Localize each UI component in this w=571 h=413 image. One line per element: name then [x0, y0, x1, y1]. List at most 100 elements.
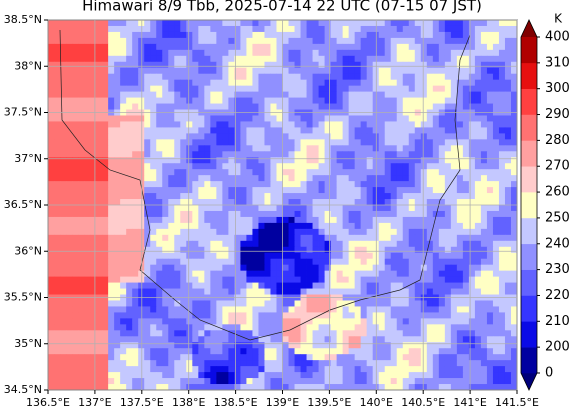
map-cell: [174, 151, 181, 158]
map-cell: [408, 73, 416, 81]
map-cell: [324, 306, 331, 313]
map-cell: [438, 37, 446, 45]
map-cell: [294, 187, 301, 194]
map-cell: [504, 222, 512, 230]
map-cell: [90, 193, 97, 200]
map-cell: [312, 348, 319, 355]
map-cell: [492, 384, 500, 391]
map-cell: [318, 240, 325, 248]
map-cell: [450, 55, 458, 63]
map-cell: [108, 234, 115, 242]
map-cell: [438, 145, 446, 152]
map-cell: [270, 151, 277, 158]
map-cell: [420, 264, 428, 272]
map-cell: [432, 103, 440, 110]
map-cell: [360, 366, 368, 373]
map-cell: [132, 378, 139, 385]
map-cell: [348, 163, 356, 170]
map-cell: [192, 372, 199, 379]
map-cell: [360, 246, 368, 254]
map-cell: [270, 270, 277, 278]
map-cell: [168, 216, 175, 224]
map-cell: [96, 348, 103, 355]
map-cell: [234, 67, 241, 75]
map-cell: [306, 103, 313, 110]
map-cell: [246, 145, 253, 152]
map-cell: [462, 240, 470, 248]
map-cell: [102, 342, 109, 349]
map-cell: [354, 270, 362, 278]
map-cell: [60, 336, 67, 343]
map-cell: [402, 216, 410, 224]
map-cell: [414, 163, 422, 170]
map-cell: [426, 354, 434, 361]
map-cell: [138, 157, 145, 164]
map-cell: [360, 252, 368, 260]
map-cell: [372, 25, 380, 33]
map-cell: [468, 73, 476, 81]
map-cell: [312, 91, 319, 98]
map-cell: [498, 336, 506, 343]
colorbar-segment: [521, 166, 537, 193]
map-cell: [462, 318, 470, 325]
map-cell: [264, 31, 271, 39]
map-cell: [366, 127, 374, 134]
map-cell: [306, 169, 313, 176]
map-cell: [444, 145, 452, 152]
map-cell: [492, 264, 500, 272]
map-cell: [54, 73, 61, 81]
map-cell: [354, 360, 362, 367]
map-cell: [462, 330, 470, 337]
map-cell: [492, 312, 500, 319]
map-cell: [318, 85, 325, 93]
map-cell: [306, 222, 313, 230]
map-cell: [348, 85, 356, 93]
map-cell: [204, 318, 211, 325]
map-cell: [336, 366, 344, 373]
map-cell: [492, 127, 500, 134]
map-cell: [114, 372, 121, 379]
map-cell: [258, 330, 265, 337]
map-cell: [456, 264, 464, 272]
map-cell: [156, 181, 163, 188]
map-cell: [312, 330, 319, 337]
map-cell: [384, 169, 392, 176]
map-cell: [144, 61, 151, 69]
map-cell: [270, 61, 277, 69]
map-cell: [72, 43, 79, 51]
map-cell: [246, 330, 253, 337]
map-cell: [426, 366, 434, 373]
map-cell: [450, 61, 458, 69]
map-cell: [168, 20, 175, 27]
map-cell: [408, 360, 416, 367]
map-cell: [306, 79, 313, 87]
map-cell: [222, 234, 229, 242]
map-cell: [174, 360, 181, 367]
map-cell: [132, 25, 139, 33]
map-cell: [48, 121, 55, 128]
map-cell: [456, 121, 464, 128]
map-cell: [390, 384, 398, 391]
map-cell: [432, 97, 440, 104]
map-cell: [378, 139, 386, 146]
map-cell: [300, 97, 307, 104]
map-cell: [228, 378, 235, 385]
map-cell: [312, 342, 319, 349]
map-cell: [282, 228, 289, 236]
map-cell: [162, 169, 169, 176]
map-cell: [402, 240, 410, 248]
map-cell: [204, 384, 211, 391]
map-cell: [90, 288, 97, 295]
map-cell: [306, 61, 313, 69]
map-cell: [96, 25, 103, 33]
map-cell: [372, 67, 380, 75]
map-cell: [102, 115, 109, 122]
map-cell: [186, 163, 193, 170]
map-cell: [408, 97, 416, 104]
map-cell: [384, 115, 392, 122]
map-cell: [276, 252, 283, 260]
map-cell: [174, 115, 181, 122]
map-cell: [414, 85, 422, 93]
map-cell: [474, 336, 482, 343]
map-cell: [396, 252, 404, 260]
